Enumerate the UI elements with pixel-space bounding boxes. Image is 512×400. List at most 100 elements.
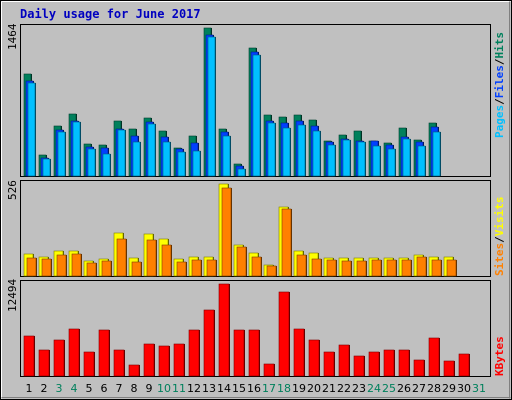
bar-kbytes-day-24 [368,351,380,377]
legend-pages: Pages [493,105,506,138]
legend-sites: Sites [493,243,506,276]
bar-pages-day-1 [27,82,36,177]
bar-sites-day-1 [26,257,37,277]
x-tick-label-day-6: 6 [101,382,108,395]
bar-pages-day-24 [372,145,381,177]
bar-pages-day-14 [222,135,231,177]
bar-kbytes-day-2 [38,349,50,377]
bar-kbytes-day-17 [263,363,275,377]
bar-sites-day-16 [251,256,262,277]
legend-hits: Hits [493,32,506,59]
x-tick-label-day-11: 11 [172,382,186,395]
x-tick-label-day-8: 8 [131,382,138,395]
bar-kbytes-day-8 [128,364,140,377]
x-tick-label-day-29: 29 [442,382,456,395]
bar-pages-day-18 [282,127,291,177]
x-tick-label-day-12: 12 [187,382,201,395]
x-tick-label-day-27: 27 [412,382,426,395]
x-tick-label-day-13: 13 [202,382,216,395]
bar-kbytes-day-19 [293,328,305,377]
x-tick-label-day-5: 5 [86,382,93,395]
x-tick-label-day-14: 14 [217,382,231,395]
bar-kbytes-day-11 [173,343,185,377]
bar-sites-day-18 [281,208,292,277]
bar-pages-day-28 [432,131,441,177]
x-tick-label-day-20: 20 [307,382,321,395]
bar-kbytes-day-26 [398,349,410,377]
x-tick-label-day-28: 28 [427,382,441,395]
bar-pages-day-9 [147,123,156,177]
bar-pages-day-11 [177,151,186,177]
bar-pages-day-26 [402,138,411,177]
legend-sep-1: / [493,58,506,65]
x-tick-label-day-1: 1 [26,382,33,395]
bar-sites-day-11 [176,261,187,277]
bar-sites-day-10 [161,244,172,277]
bar-kbytes-day-22 [338,344,350,377]
x-tick-label-day-9: 9 [146,382,153,395]
bar-kbytes-day-3 [53,339,65,377]
bar-sites-day-26 [401,259,412,277]
bar-pages-day-19 [297,124,306,177]
chart-title: Daily usage for June 2017 [20,7,201,21]
bar-kbytes-day-7 [113,349,125,377]
bar-kbytes-day-28 [428,337,440,377]
x-axis-labels: 1 2 3 4 5 6 7 8 9 10 11 12 13 14 15 16 17 18 19 20 21 22 23 24 2… [26,382,487,395]
bar-kbytes-day-29 [443,360,455,377]
bar-kbytes-day-30 [458,353,470,377]
bar-sites-day-23 [356,260,367,277]
bar-pages-day-22 [342,139,351,177]
legend-files: Files [493,65,506,98]
x-tick-label-day-25: 25 [382,382,396,395]
x-tick-label-day-30: 30 [457,382,471,395]
x-tick-label-day-18: 18 [277,382,291,395]
bar-sites-day-29 [446,259,457,277]
bar-pages-day-8 [132,141,141,177]
x-tick-label-day-23: 23 [352,382,366,395]
x-tick-label-day-4: 4 [71,382,78,395]
x-tick-label-day-10: 10 [157,382,171,395]
bar-sites-day-27 [416,256,427,277]
bar-sites-day-5 [86,262,97,277]
bar-pages-day-20 [312,130,321,177]
legend-sep-2: / [493,98,506,105]
bar-pages-day-5 [87,148,96,177]
bar-sites-day-20 [311,258,322,277]
bar-sites-day-25 [386,259,397,277]
legend-sep-3: / [493,236,506,243]
bar-kbytes-day-25 [383,349,395,377]
kbytes-max-label: 12494 [6,279,19,312]
bar-sites-day-28 [431,259,442,277]
x-tick-label-day-21: 21 [322,382,336,395]
bar-kbytes-day-27 [413,359,425,377]
x-tick-label-day-3: 3 [56,382,63,395]
hits-files-pages-legend: Pages/Files/Hits [493,32,506,138]
bar-kbytes-day-18 [278,291,290,377]
bar-kbytes-day-23 [353,355,365,377]
bar-pages-day-10 [162,141,171,177]
bar-kbytes-day-5 [83,351,95,377]
bar-kbytes-day-16 [248,329,260,377]
bar-pages-day-4 [72,121,81,177]
visits-max-label: 526 [6,180,19,200]
bar-kbytes-day-13 [203,309,215,377]
x-tick-label-day-17: 17 [262,382,276,395]
bar-pages-day-16 [252,54,261,177]
bar-kbytes-day-6 [98,329,110,377]
legend-kbytes: KBytes [493,336,506,376]
bar-sites-day-15 [236,246,247,277]
bar-pages-day-6 [102,153,111,177]
bar-kbytes-day-1 [23,335,35,377]
bars-layer [23,27,470,377]
x-tick-label-day-19: 19 [292,382,306,395]
bar-sites-day-2 [41,258,52,277]
x-tick-label-day-24: 24 [367,382,381,395]
bar-sites-day-8 [131,261,142,277]
bar-pages-day-3 [57,131,66,177]
hits-max-label: 1464 [6,23,19,50]
x-tick-label-day-31: 31 [472,382,486,395]
bar-sites-day-24 [371,259,382,277]
bar-kbytes-day-15 [233,329,245,377]
bar-sites-day-17 [266,265,277,277]
bar-kbytes-day-14 [218,283,230,377]
